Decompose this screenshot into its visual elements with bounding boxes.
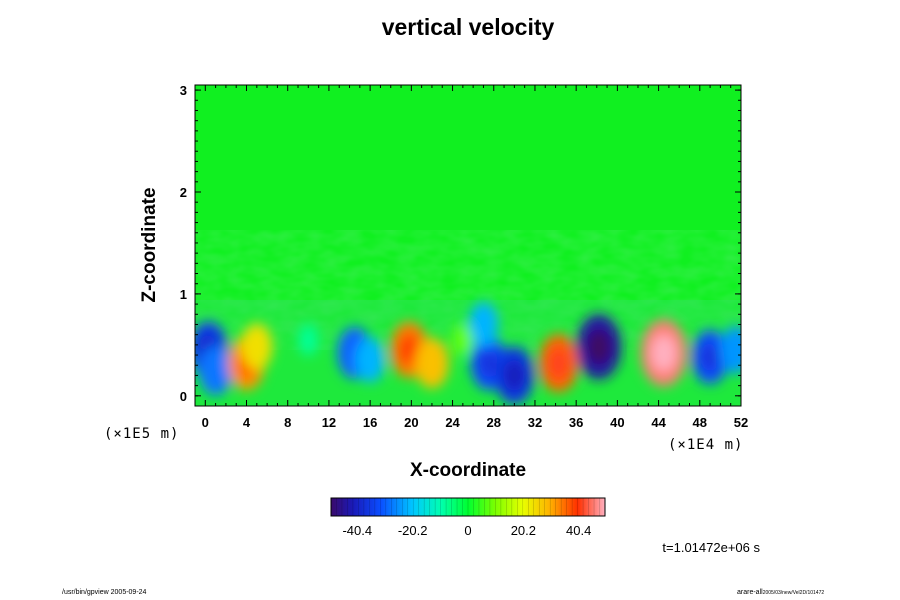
x-tick-label: 40	[610, 415, 624, 430]
colorbar-tick-label: -20.2	[398, 523, 428, 538]
heatmap-cell-core-13	[651, 334, 677, 372]
x-tick-label: 48	[693, 415, 707, 430]
heatmap-cell-7	[415, 338, 449, 389]
footer-program: /usr/bin/gpview 2005-09-24	[62, 589, 147, 596]
colorbar-ticks: -40.4 -20.2 0 20.2 40.4	[342, 523, 591, 538]
heatmap-cell-core-12	[586, 328, 612, 365]
y-axis: 0 1 2 3	[180, 83, 741, 404]
y-tick-label: 3	[180, 83, 187, 98]
heatmap-cell-17	[452, 323, 473, 356]
heatmap-cell-10	[468, 302, 499, 347]
x-tick-label: 36	[569, 415, 583, 430]
x-scale-label: (×1E4 m)	[668, 437, 744, 453]
x-tick-label: 16	[363, 415, 377, 430]
x-tick-label: 32	[528, 415, 542, 430]
x-tick-label: 8	[284, 415, 291, 430]
heatmap-cell-5	[355, 337, 385, 383]
y-tick-label: 1	[180, 287, 187, 302]
colorbar-stripes	[336, 498, 600, 516]
heatmap-cell-core-6	[398, 334, 420, 366]
chart-title: vertical velocity	[381, 14, 555, 40]
y-axis-label: Z-coordinate	[139, 187, 160, 303]
x-tick-label: 20	[404, 415, 418, 430]
y-tick-label: 2	[180, 185, 187, 200]
plot-frame	[194, 84, 742, 407]
heatmap-cells	[195, 302, 741, 405]
x-tick-label: 4	[243, 415, 251, 430]
footer-file: arare-all2005/03/new/Vel2D/101472	[737, 589, 824, 596]
x-tick-label: 0	[202, 415, 209, 430]
heatmap-cell-core-14	[700, 342, 721, 372]
colorbar-tick-label: 0	[464, 523, 471, 538]
x-tick-label: 28	[487, 415, 501, 430]
x-axis-label: X-coordinate	[409, 460, 527, 481]
heatmap-cell-core-8	[478, 348, 499, 379]
y-tick-label: 0	[180, 389, 187, 404]
footer-file-sub: 2005/03/new/Vel2D/101472	[762, 590, 825, 596]
x-tick-label: 24	[445, 415, 460, 430]
heatmap-cell-16	[298, 323, 319, 356]
x-tick-label: 12	[322, 415, 336, 430]
colorbar	[330, 497, 606, 517]
time-stamp: t=1.01472e+06 s	[662, 540, 760, 555]
heatmap-cell-1	[198, 345, 233, 396]
footer-file-main: arare-all	[737, 589, 763, 596]
x-tick-label: 44	[651, 415, 666, 430]
colorbar-tick-label: 20.2	[511, 523, 536, 538]
heatmap-cell-core-9	[503, 359, 526, 392]
heatmap-cell-3	[241, 323, 273, 371]
x-axis: 0 4 8 12 16 20 24 28 32 36 40 44 48 52	[194, 85, 748, 430]
colorbar-tick-label: 40.4	[566, 523, 591, 538]
heatmap-cell-15	[720, 326, 741, 374]
y-scale-label: (×1E5 m)	[104, 426, 180, 442]
colorbar-tick-label: -40.4	[342, 523, 372, 538]
heatmap-cell-core-11	[547, 347, 570, 380]
x-tick-label: 52	[734, 415, 748, 430]
